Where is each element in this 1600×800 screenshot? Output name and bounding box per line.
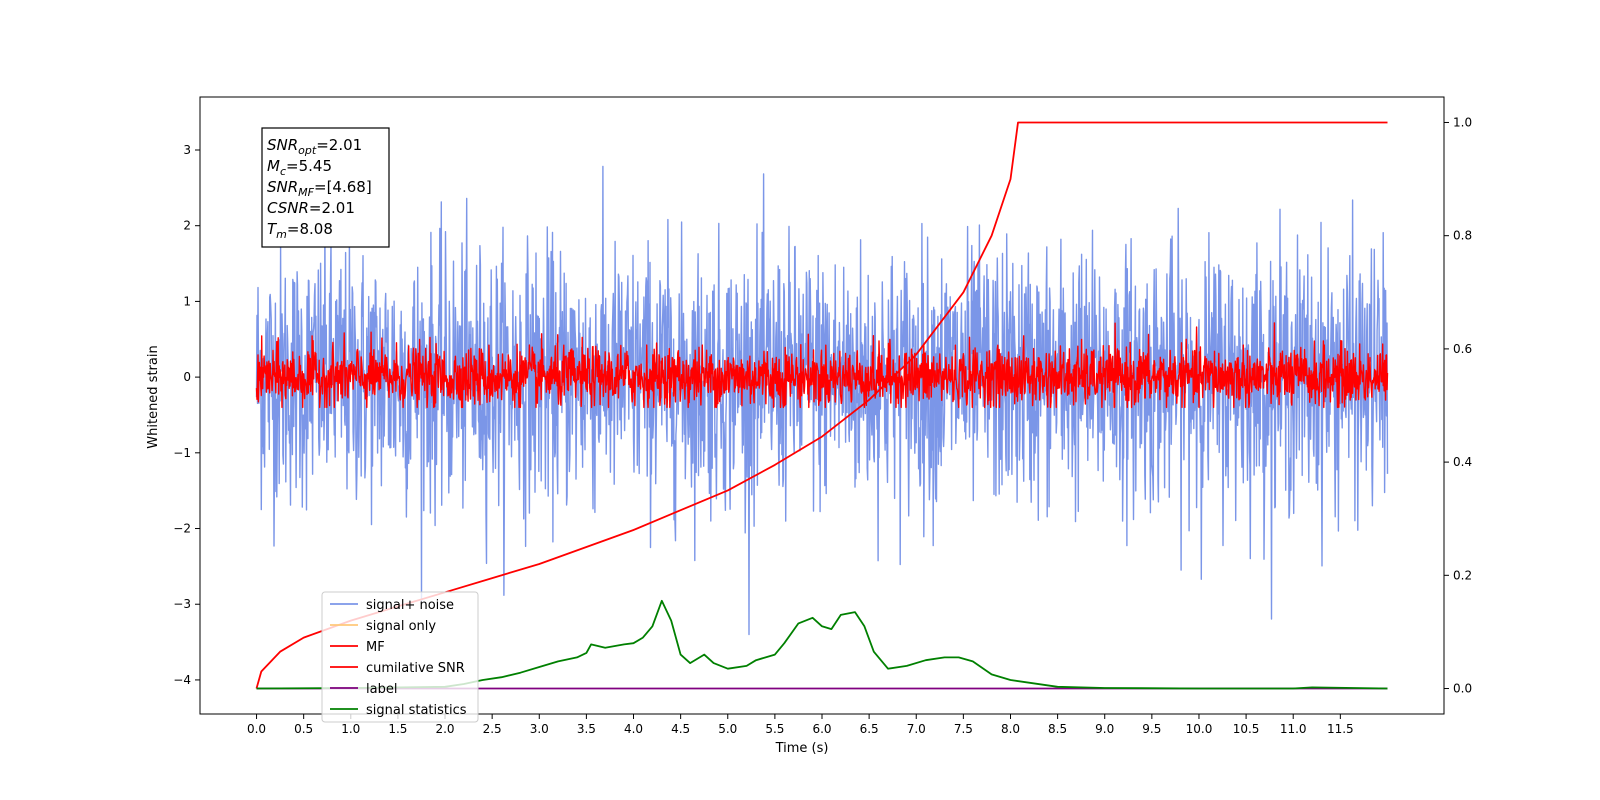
x-tick-label: 7.5 bbox=[954, 722, 973, 736]
x-tick-label: 2.0 bbox=[435, 722, 454, 736]
x-tick-label: 2.5 bbox=[483, 722, 502, 736]
x-tick-label: 7.0 bbox=[907, 722, 926, 736]
annotation-line: CSNR=2.01 bbox=[267, 199, 355, 217]
x-tick-label: 10.5 bbox=[1233, 722, 1260, 736]
x-tick-label: 8.0 bbox=[1001, 722, 1020, 736]
legend-label: signal+ noise bbox=[366, 598, 454, 613]
x-tick-label: 1.5 bbox=[388, 722, 407, 736]
x-tick-label: 11.0 bbox=[1280, 722, 1307, 736]
series-mf bbox=[255, 322, 1389, 409]
y-tick-label: 0 bbox=[183, 370, 191, 384]
annotation-frame bbox=[261, 127, 390, 248]
x-tick-label: 0.0 bbox=[247, 722, 266, 736]
x-tick-label: 6.0 bbox=[812, 722, 831, 736]
x-tick-label: 9.5 bbox=[1142, 722, 1161, 736]
legend-label: signal only bbox=[366, 619, 436, 634]
x-tick-label: 3.5 bbox=[577, 722, 596, 736]
legend-label: signal statistics bbox=[366, 703, 467, 718]
legend-frame bbox=[321, 591, 479, 723]
x-tick-label: 5.0 bbox=[718, 722, 737, 736]
y2-tick-label: 0.4 bbox=[1453, 455, 1472, 469]
axes: 0.0 0.5 1.0 1.5 2.0 2.5 3.0 3.5 4.0 4.5 5.0 5.5 6.0 6… bbox=[173, 96, 1472, 736]
y-tick-label: 2 bbox=[183, 219, 191, 233]
y-axis-label: Whitened strain bbox=[146, 345, 161, 448]
y-tick-label: 1 bbox=[183, 294, 191, 308]
y-tick-label: 3 bbox=[183, 143, 191, 157]
annotation-line: SNRopt=2.01 bbox=[267, 136, 362, 157]
y2-tick-label: 0.6 bbox=[1453, 342, 1472, 356]
legend-label: label bbox=[366, 682, 397, 697]
annotation-line: Mc=5.45 bbox=[267, 157, 332, 178]
x-tick-label: 1.0 bbox=[341, 722, 360, 736]
x-tick-label: 11.5 bbox=[1327, 722, 1354, 736]
x-axis-label: Time (s) bbox=[775, 741, 829, 756]
legend-label: MF bbox=[366, 640, 385, 655]
x-tick-label: 0.5 bbox=[294, 722, 313, 736]
annotation-line: SNRMF=[4.68] bbox=[267, 178, 372, 199]
x-tick-label: 8.5 bbox=[1048, 722, 1067, 736]
annotation-line: Tm=8.08 bbox=[267, 220, 333, 241]
x-tick-label: 6.5 bbox=[860, 722, 879, 736]
x-tick-label: 10.0 bbox=[1186, 722, 1213, 736]
x-tick-label: 4.5 bbox=[671, 722, 690, 736]
y-tick-label: −1 bbox=[173, 446, 191, 460]
y-tick-label: −4 bbox=[173, 673, 191, 687]
x-tick-label: 9.0 bbox=[1095, 722, 1114, 736]
legend: signal+ noise signal only MF cumilative SNR… bbox=[321, 591, 479, 723]
y2-tick-label: 0.2 bbox=[1453, 568, 1472, 582]
y-tick-label: −2 bbox=[173, 522, 191, 536]
x-tick-label: 4.0 bbox=[624, 722, 643, 736]
y-tick-label: −3 bbox=[173, 597, 191, 611]
series-signal-statistics bbox=[256, 599, 1388, 690]
legend-label: cumilative SNR bbox=[366, 661, 465, 676]
y2-tick-label: 0.0 bbox=[1453, 682, 1472, 696]
series-signal-noise bbox=[255, 165, 1389, 636]
x-tick-label: 3.0 bbox=[530, 722, 549, 736]
y2-tick-label: 0.8 bbox=[1453, 229, 1472, 243]
x-tick-label: 5.5 bbox=[765, 722, 784, 736]
y2-tick-label: 1.0 bbox=[1453, 115, 1472, 129]
